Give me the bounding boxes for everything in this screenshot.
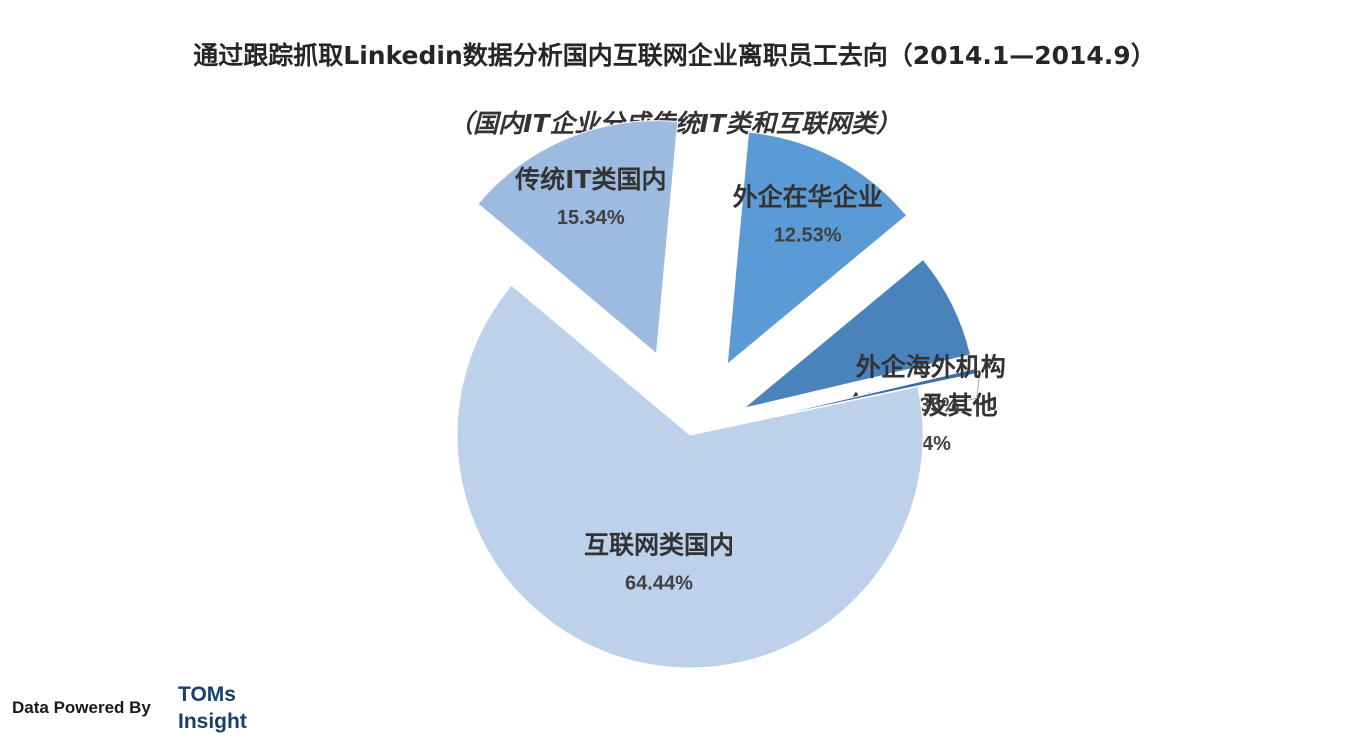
brand-name-line2: Insight — [178, 710, 247, 733]
leader-line — [967, 370, 981, 401]
brand-name-line1: TOMs — [178, 683, 236, 706]
pie-slice-2 — [726, 131, 908, 366]
slice-value-label: 64.44% — [625, 572, 693, 594]
slice-name-label: 外企在华企业 — [733, 183, 883, 212]
slice-name-label: 传统IT类国内 — [514, 165, 666, 194]
chart-title: 通过跟踪抓取Linkedin数据分析国内互联网企业离职员工去向（2014.1—2… — [193, 41, 1156, 70]
pie-slice-4 — [750, 367, 980, 422]
slice-name-label: 互联网类国内 — [584, 530, 734, 559]
pie-slice-5 — [456, 284, 924, 669]
slice-value-label: 12.53% — [774, 225, 842, 247]
slice-name-label: 外企海外机构 — [856, 352, 1006, 381]
pie-slice-1 — [477, 120, 679, 355]
slice-value-label: 15.34% — [557, 207, 625, 229]
brand-logo: TOMs Insight — [178, 681, 247, 735]
data-powered-by-label: Data Powered By — [12, 698, 151, 717]
pie-slice-3 — [743, 258, 972, 409]
